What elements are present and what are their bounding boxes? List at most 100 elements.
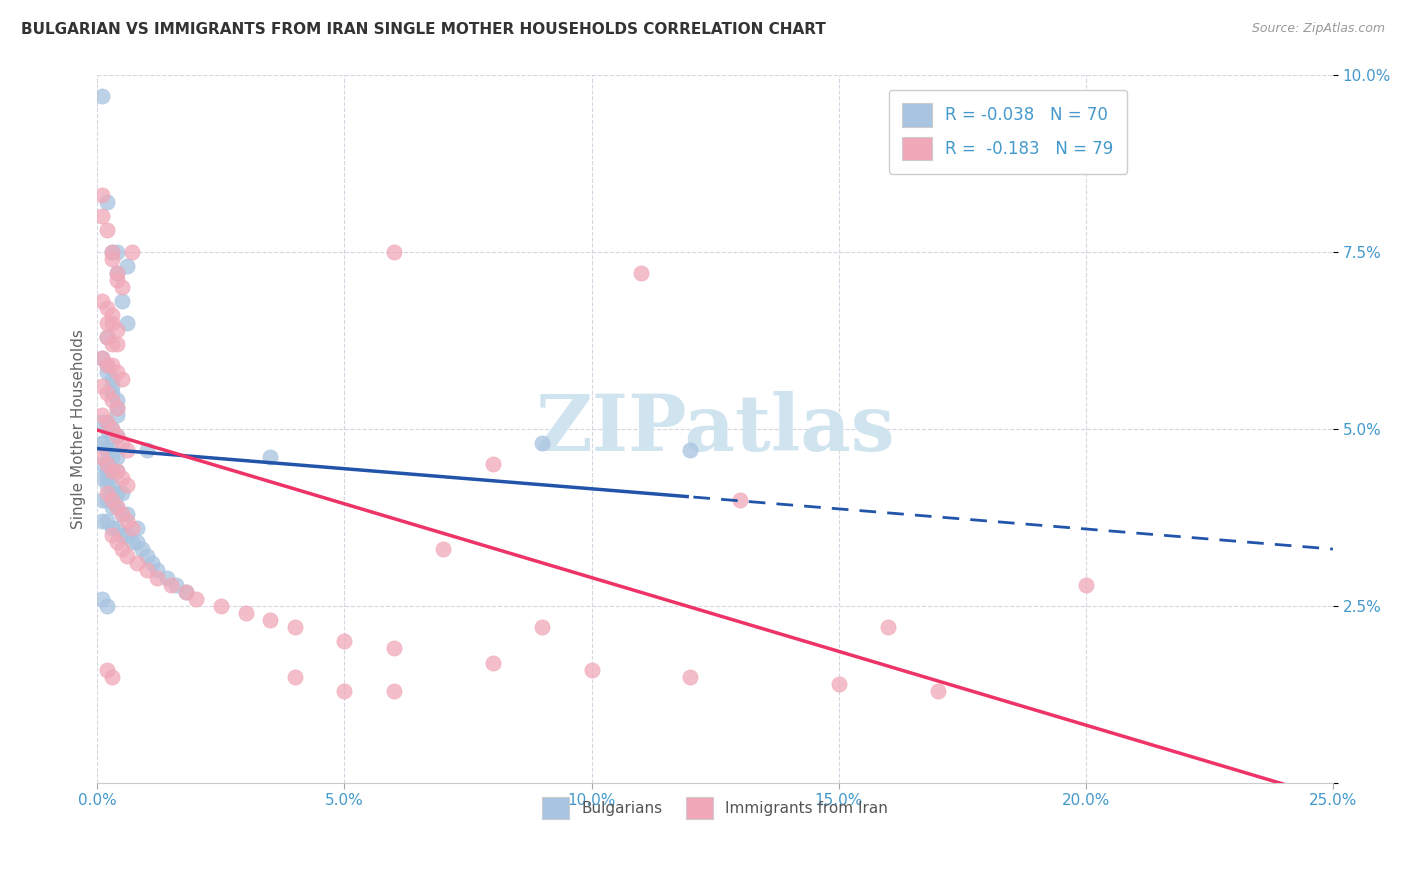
Point: [101, 422, 124, 436]
Point: [135, 443, 157, 458]
Point: [96, 457, 118, 471]
Point: [105, 450, 128, 464]
Point: [96, 223, 118, 237]
Y-axis label: Single Mother Households: Single Mother Households: [72, 329, 86, 529]
Point: [96, 464, 118, 478]
Point: [91, 88, 114, 103]
Point: [115, 478, 138, 492]
Point: [101, 422, 124, 436]
Point: [679, 443, 702, 458]
Point: [105, 336, 128, 351]
Point: [96, 492, 118, 507]
Point: [96, 301, 118, 316]
Point: [101, 358, 124, 372]
Point: [927, 684, 949, 698]
Point: [101, 464, 124, 478]
Point: [135, 564, 157, 578]
Point: [105, 485, 128, 500]
Point: [105, 500, 128, 514]
Point: [115, 549, 138, 564]
Point: [1074, 577, 1097, 591]
Point: [728, 492, 751, 507]
Point: [105, 322, 128, 336]
Point: [679, 670, 702, 684]
Point: [91, 492, 114, 507]
Point: [105, 408, 128, 422]
Point: [125, 535, 148, 549]
Point: [382, 684, 405, 698]
Point: [115, 507, 138, 521]
Text: Source: ZipAtlas.com: Source: ZipAtlas.com: [1251, 22, 1385, 36]
Point: [96, 457, 118, 471]
Point: [145, 564, 167, 578]
Point: [481, 457, 503, 471]
Point: [481, 656, 503, 670]
Point: [115, 514, 138, 528]
Point: [101, 244, 124, 259]
Point: [101, 450, 124, 464]
Point: [111, 485, 134, 500]
Point: [121, 535, 143, 549]
Point: [96, 663, 118, 677]
Point: [828, 677, 851, 691]
Point: [96, 471, 118, 485]
Point: [101, 464, 124, 478]
Point: [105, 244, 128, 259]
Point: [105, 429, 128, 443]
Point: [101, 478, 124, 492]
Point: [101, 379, 124, 393]
Point: [96, 415, 118, 429]
Point: [176, 584, 198, 599]
Point: [877, 620, 900, 634]
Point: [101, 521, 124, 535]
Point: [141, 557, 163, 571]
Point: [105, 266, 128, 280]
Point: [333, 634, 356, 648]
Point: [101, 500, 124, 514]
Point: [105, 500, 128, 514]
Point: [333, 684, 356, 698]
Point: [111, 507, 134, 521]
Point: [284, 620, 307, 634]
Point: [91, 209, 114, 223]
Point: [101, 485, 124, 500]
Point: [121, 521, 143, 535]
Point: [105, 535, 128, 549]
Point: [531, 620, 554, 634]
Text: BULGARIAN VS IMMIGRANTS FROM IRAN SINGLE MOTHER HOUSEHOLDS CORRELATION CHART: BULGARIAN VS IMMIGRANTS FROM IRAN SINGLE…: [21, 22, 825, 37]
Point: [91, 351, 114, 365]
Point: [91, 471, 114, 485]
Point: [101, 309, 124, 323]
Point: [165, 577, 187, 591]
Point: [105, 393, 128, 408]
Point: [96, 195, 118, 210]
Point: [91, 450, 114, 464]
Point: [96, 443, 118, 458]
Point: [101, 386, 124, 401]
Point: [96, 485, 118, 500]
Point: [125, 521, 148, 535]
Point: [432, 542, 454, 557]
Point: [115, 316, 138, 330]
Point: [235, 606, 257, 620]
Point: [101, 336, 124, 351]
Point: [91, 436, 114, 450]
Point: [259, 613, 281, 627]
Point: [284, 670, 307, 684]
Point: [91, 436, 114, 450]
Point: [131, 542, 153, 557]
Point: [630, 266, 652, 280]
Point: [91, 294, 114, 309]
Point: [105, 273, 128, 287]
Point: [581, 663, 603, 677]
Point: [101, 393, 124, 408]
Point: [186, 591, 208, 606]
Point: [115, 443, 138, 458]
Point: [115, 528, 138, 542]
Point: [111, 542, 134, 557]
Point: [531, 436, 554, 450]
Point: [105, 401, 128, 415]
Legend: Bulgarians, Immigrants from Iran: Bulgarians, Immigrants from Iran: [536, 791, 894, 825]
Point: [101, 252, 124, 266]
Point: [96, 316, 118, 330]
